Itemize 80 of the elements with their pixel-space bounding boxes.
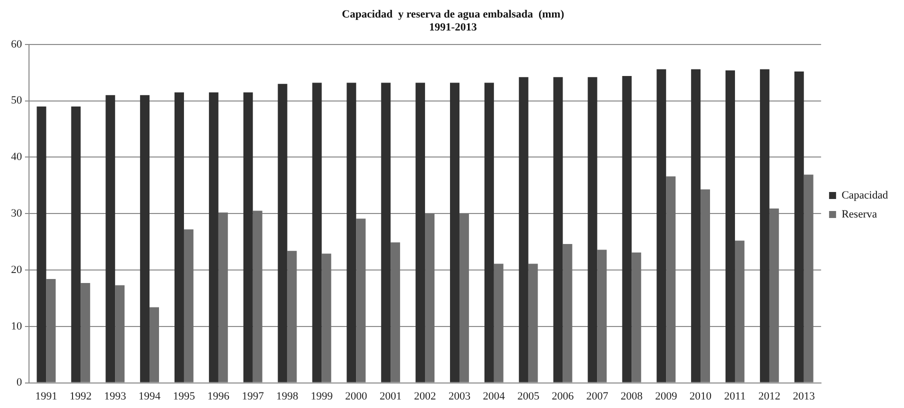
x-tick-label: 2002	[414, 390, 436, 402]
y-tick-label: 20	[11, 264, 22, 276]
bar	[494, 264, 504, 382]
bar	[562, 244, 572, 382]
bar	[46, 279, 56, 382]
bar	[726, 70, 735, 382]
bar	[390, 242, 400, 382]
bar	[381, 82, 391, 382]
bar	[312, 82, 322, 382]
bar	[150, 307, 160, 382]
bar	[588, 77, 598, 382]
bar	[243, 92, 253, 382]
y-tick-label: 50	[11, 94, 22, 107]
bar	[287, 250, 297, 382]
bar	[115, 285, 125, 382]
bar	[528, 264, 538, 382]
y-tick-label: 10	[11, 320, 22, 332]
bar	[656, 69, 666, 382]
x-tick-label: 1999	[310, 390, 334, 402]
bar	[356, 218, 366, 382]
bar	[425, 214, 435, 382]
bar	[597, 250, 607, 382]
x-tick-label: 1996	[207, 390, 230, 402]
bar	[252, 210, 262, 382]
bar	[459, 214, 469, 382]
x-tick-label: 1991	[35, 390, 58, 402]
y-tick-label: 0	[16, 376, 22, 389]
x-tick-label: 2008	[620, 390, 644, 402]
x-tick-label: 1995	[172, 390, 196, 402]
bar	[71, 106, 81, 382]
bar	[691, 69, 701, 382]
bar	[140, 95, 150, 382]
x-tick-label: 2010	[690, 390, 712, 402]
x-tick-label: 1993	[104, 390, 127, 402]
bar	[632, 252, 642, 382]
bar	[106, 95, 116, 382]
bar	[208, 92, 218, 382]
bar	[416, 82, 426, 382]
bar	[218, 212, 228, 382]
bar	[518, 77, 528, 382]
x-tick-label: 2007	[586, 390, 609, 402]
x-tick-label: 1998	[276, 390, 299, 402]
y-tick-label: 30	[11, 207, 22, 220]
x-tick-label: 2009	[655, 390, 678, 402]
bar	[174, 92, 184, 382]
x-tick-label: 1997	[242, 390, 264, 402]
x-tick-label: 2005	[517, 390, 540, 402]
x-tick-label: 2004	[482, 390, 506, 402]
bar	[760, 69, 770, 382]
chart-title: Capacidad y reserva de agua embalsada (mm)	[342, 8, 564, 20]
bar	[804, 174, 814, 382]
y-tick-label: 60	[11, 38, 22, 50]
bar	[450, 82, 460, 382]
bar	[80, 282, 90, 382]
legend-label: Capacidad	[842, 189, 888, 202]
legend-label: Reserva	[842, 208, 878, 220]
bar	[36, 106, 46, 382]
x-tick-label: 2013	[792, 390, 816, 402]
bar	[184, 229, 194, 382]
y-tick-label: 40	[11, 151, 22, 164]
bar	[278, 84, 288, 382]
x-tick-label: 2006	[552, 390, 574, 402]
bar	[346, 82, 356, 382]
bar	[666, 176, 676, 382]
x-tick-label: 1992	[70, 390, 92, 402]
bar	[322, 254, 332, 382]
bar	[553, 77, 563, 382]
bar	[734, 240, 744, 382]
bar	[769, 208, 779, 382]
x-tick-label: 2003	[448, 390, 471, 402]
bar	[622, 76, 632, 382]
x-tick-label: 2012	[758, 390, 780, 402]
x-tick-label: 2011	[724, 390, 746, 402]
x-tick-label: 2001	[380, 390, 402, 402]
x-tick-label: 2000	[345, 390, 368, 402]
bar	[484, 82, 494, 382]
bar	[794, 71, 804, 382]
x-tick-label: 1994	[138, 390, 162, 402]
chart-subtitle: 1991-2013	[429, 22, 478, 34]
bar	[700, 189, 710, 382]
